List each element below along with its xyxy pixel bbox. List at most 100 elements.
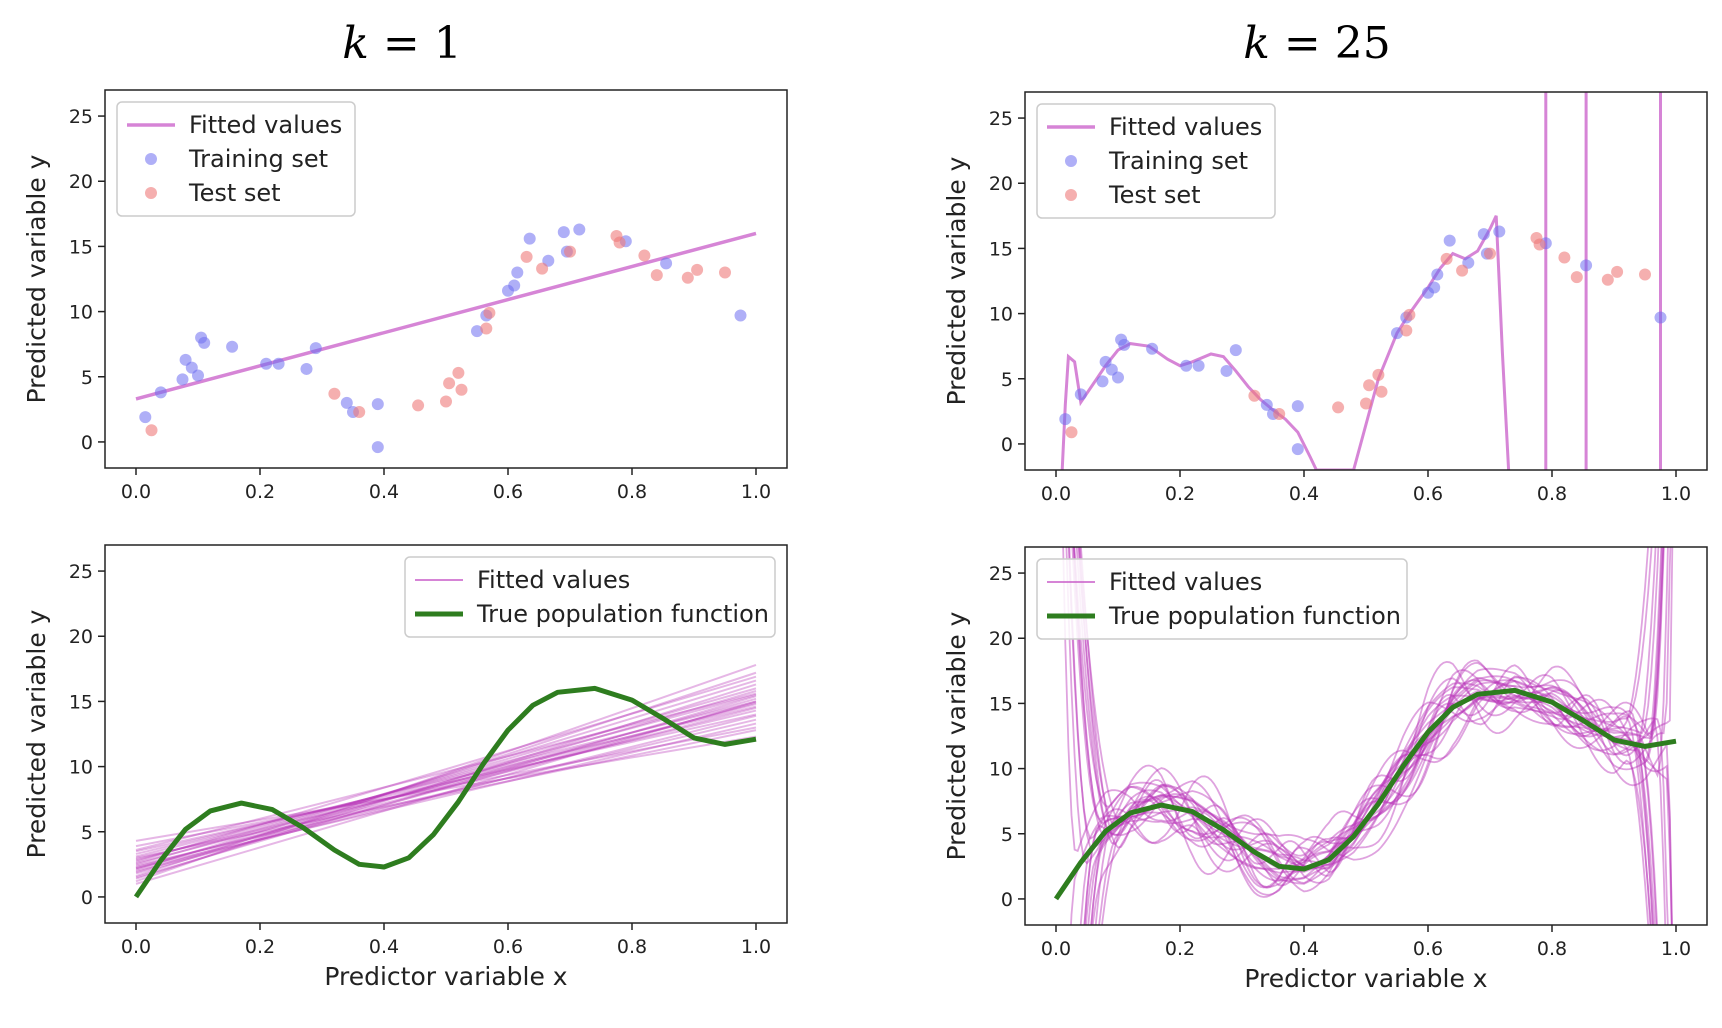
training-point	[1112, 371, 1124, 384]
y-axis-label: Predicted variable y	[22, 609, 51, 858]
x-tick-label: 1.0	[1661, 483, 1691, 505]
training-point	[139, 411, 152, 424]
y-tick-label: 5	[81, 822, 93, 844]
fitted-line	[135, 735, 757, 842]
test-point	[1533, 238, 1546, 251]
x-tick-label: 0.4	[1289, 938, 1319, 960]
chart-panel-top-right: 0.0 0.2 0.4 0.6 0.8 1.0 0 5 10 15 20 25 Predicted va…	[942, 91, 1708, 505]
training-point	[1431, 268, 1444, 281]
y-axis-label: Predicted variable y	[942, 611, 971, 860]
test-point	[1440, 252, 1453, 265]
legend-label: Fitted values	[1109, 568, 1262, 596]
training-point	[1291, 443, 1304, 456]
training-point	[272, 357, 285, 370]
x-tick-label: 0.8	[617, 936, 647, 958]
legend-label: Training set	[188, 145, 328, 173]
legend-label: Fitted values	[189, 111, 342, 139]
legend: Fitted values Training set Test set	[1036, 103, 1276, 219]
legend-swatch-test	[145, 187, 157, 199]
test-point	[1570, 271, 1583, 284]
x-tick-label: 1.0	[741, 936, 771, 958]
training-point	[1192, 359, 1205, 372]
legend-label: Test set	[188, 179, 281, 207]
training-point	[309, 342, 322, 355]
x-tick-label: 0.6	[1413, 483, 1443, 505]
k-symbol: k	[342, 18, 369, 69]
training-point	[1493, 225, 1506, 238]
fitted-line	[135, 695, 757, 879]
fitted-curve	[1077, 547, 1665, 880]
fitted-curve	[1072, 547, 1665, 888]
test-point	[1558, 251, 1571, 264]
training-point	[1118, 338, 1131, 351]
test-point	[681, 271, 694, 284]
test-point	[1611, 265, 1624, 278]
training-point	[573, 223, 586, 236]
test-point	[520, 250, 533, 263]
test-point	[1273, 407, 1286, 420]
test-point	[1065, 426, 1078, 439]
axes-frame	[104, 89, 788, 469]
fitted-line	[135, 701, 757, 875]
training-point	[260, 357, 273, 370]
legend-swatch-training	[1065, 155, 1077, 167]
test-point	[1601, 273, 1614, 286]
x-tick-label: 0.0	[1041, 938, 1071, 960]
training-point	[1291, 400, 1304, 413]
legend-box	[116, 101, 356, 217]
plot-area	[135, 223, 757, 454]
x-tick-label: 0.4	[369, 936, 399, 958]
y-tick-label: 5	[81, 367, 93, 389]
y-tick-label: 10	[69, 757, 93, 779]
x-tick-label: 0.6	[493, 936, 523, 958]
y-tick-label: 20	[69, 626, 93, 648]
legend-box	[1036, 103, 1276, 219]
y-axis-label: Predicted variable y	[22, 154, 51, 403]
fitted-line	[135, 690, 757, 874]
legend-swatch-training	[145, 153, 157, 165]
column-title-k25: k = 25	[1117, 18, 1517, 69]
fitted-line	[135, 700, 757, 858]
training-point	[471, 325, 483, 338]
test-point	[1639, 268, 1651, 281]
training-point	[1443, 234, 1456, 247]
y-tick-label: 0	[1001, 434, 1013, 456]
test-point	[1484, 247, 1496, 260]
fitted-line	[135, 709, 757, 861]
plot-area	[1053, 547, 1677, 925]
training-point	[1260, 398, 1273, 411]
fitted-line	[135, 700, 757, 885]
true-function-curve	[133, 685, 757, 899]
x-tick-label: 0.4	[1289, 483, 1319, 505]
test-point	[719, 266, 731, 279]
training-point	[1580, 259, 1593, 272]
training-point	[557, 226, 570, 239]
test-point	[455, 383, 468, 396]
legend-label: Fitted values	[1109, 113, 1262, 141]
fitted-line	[135, 671, 757, 878]
training-point	[176, 373, 189, 386]
test-point	[1403, 308, 1416, 321]
test-point	[1363, 379, 1376, 392]
legend-box	[404, 556, 776, 638]
x-tick-label: 0.2	[1165, 483, 1195, 505]
legend: Fitted values Training set Test set	[116, 101, 356, 217]
test-point	[1372, 368, 1385, 381]
chart-panel-top-left: 0.0 0.2 0.4 0.6 0.8 1.0 0 5 10 15 20 25 Predicted va…	[22, 89, 788, 503]
training-point	[371, 398, 384, 411]
y-tick-label: 25	[69, 106, 93, 128]
test-point	[328, 387, 341, 400]
x-tick-label: 0.8	[617, 481, 647, 503]
legend-swatch-test	[1065, 189, 1077, 201]
training-point	[198, 336, 211, 349]
k-value: = 25	[1283, 18, 1391, 69]
fitted-curve	[1075, 547, 1659, 925]
test-point	[1456, 264, 1469, 277]
test-point	[440, 395, 452, 408]
fitted-line	[135, 703, 757, 865]
test-point	[1375, 385, 1388, 398]
fitted-line	[135, 231, 757, 401]
chart-panel-bottom-right: 0.0 0.2 0.4 0.6 0.8 1.0 0 5 10 15 20 25 Predicted va…	[942, 546, 1708, 993]
legend-label: Test set	[1108, 181, 1201, 209]
